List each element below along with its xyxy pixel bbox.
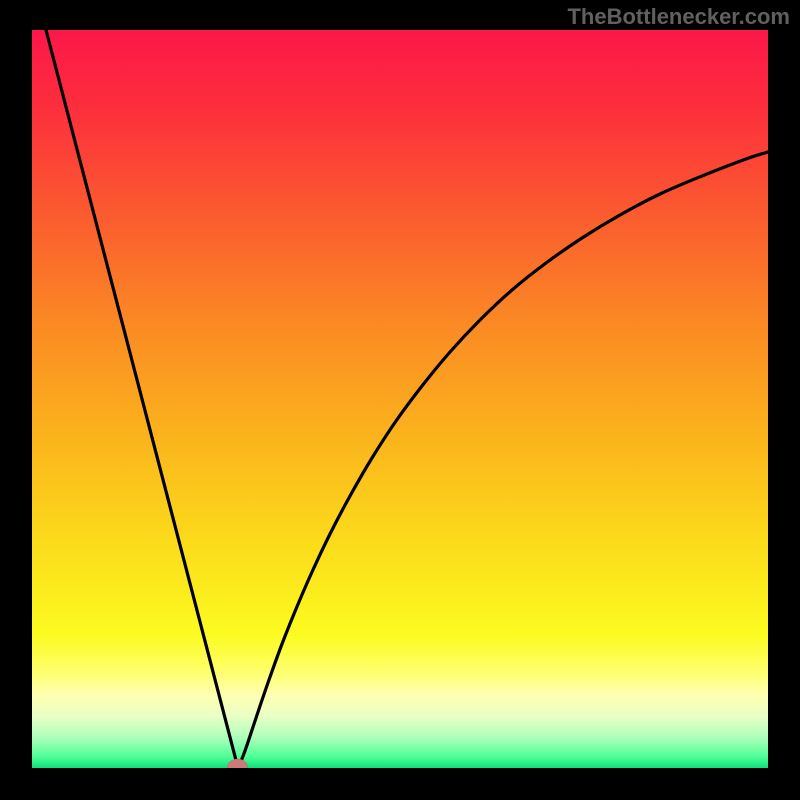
curve-layer — [32, 30, 768, 768]
chart-container: TheBottlenecker.com — [0, 0, 800, 800]
right-curve — [238, 152, 769, 766]
left-line — [46, 30, 238, 766]
minimum-dot — [228, 759, 248, 768]
plot-area — [32, 30, 768, 768]
watermark-text: TheBottlenecker.com — [567, 4, 790, 30]
